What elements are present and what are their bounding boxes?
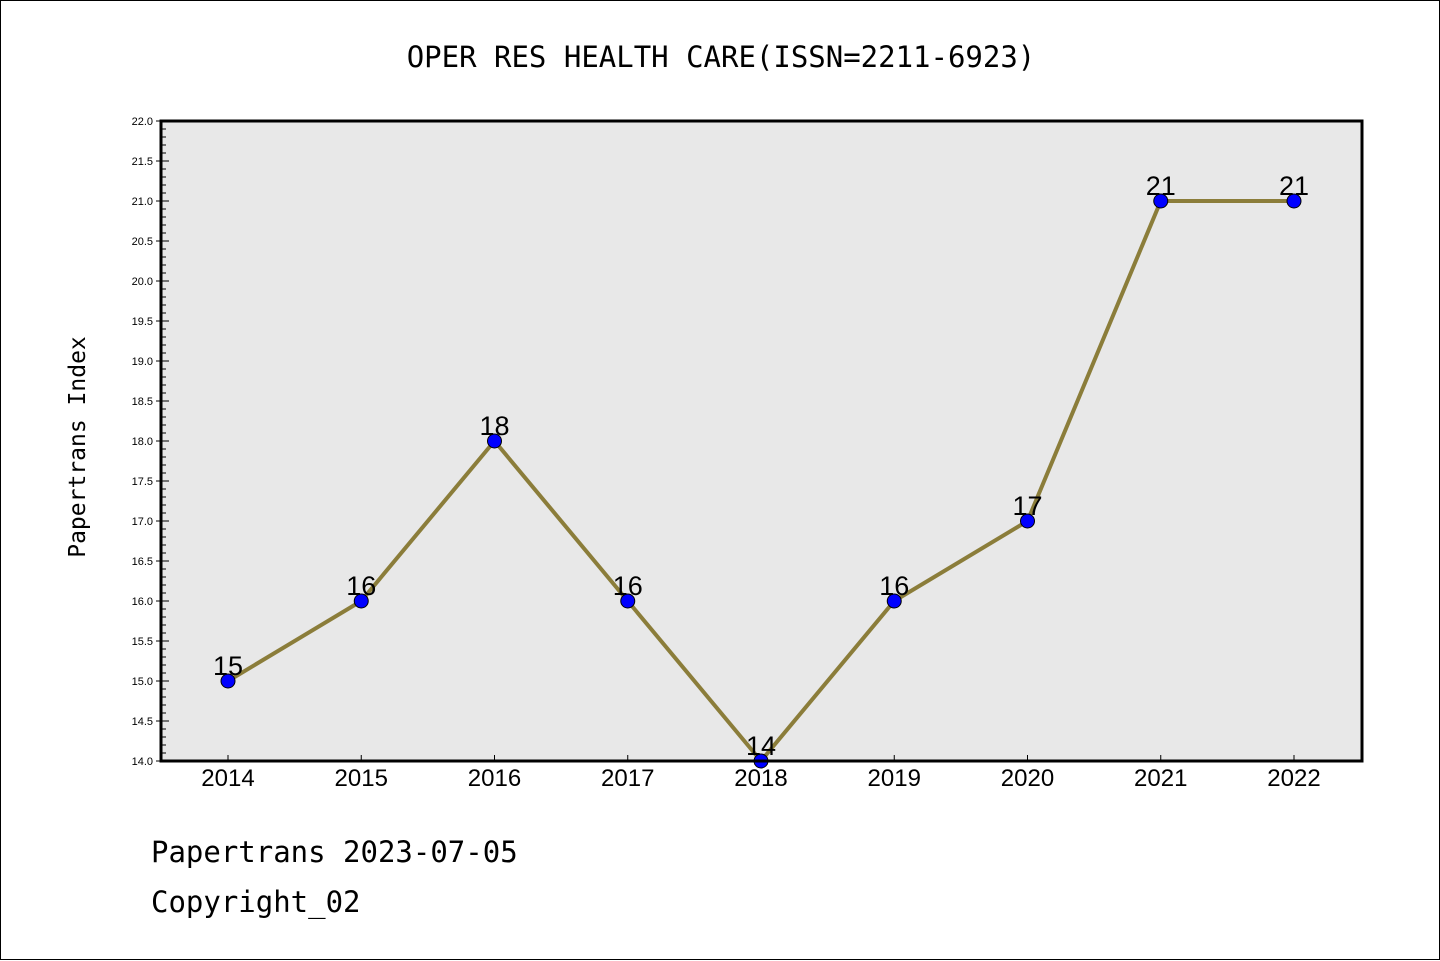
y-tick-label: 21.0 bbox=[132, 196, 153, 208]
y-tick-label: 19.5 bbox=[132, 316, 153, 328]
y-tick-label: 15.0 bbox=[132, 676, 153, 688]
data-label: 17 bbox=[1012, 491, 1042, 521]
x-tick-label: 2018 bbox=[734, 765, 787, 792]
data-point bbox=[886, 593, 902, 609]
y-tick-label: 22.0 bbox=[132, 116, 153, 128]
x-tick-label: 2015 bbox=[335, 765, 388, 792]
data-point bbox=[1286, 193, 1302, 209]
data-label: 16 bbox=[346, 571, 376, 601]
data-point bbox=[620, 593, 636, 609]
y-tick-label: 14.5 bbox=[132, 716, 153, 728]
y-tick-label: 17.5 bbox=[132, 476, 153, 488]
footer-copyright: Copyright_02 bbox=[151, 885, 361, 919]
y-tick-label: 16.5 bbox=[132, 556, 153, 568]
x-tick-label: 2022 bbox=[1267, 765, 1320, 792]
data-point bbox=[487, 433, 502, 449]
x-axis-ticks: 2014 2015 2016 2017 2018 2019 2020 2021 2022 bbox=[201, 755, 1321, 792]
data-label: 21 bbox=[1279, 171, 1309, 201]
y-tick-label: 20.5 bbox=[132, 236, 153, 248]
data-point bbox=[353, 593, 369, 609]
y-axis-ticks: 14.0 14.5 15.0 15.5 16.0 16.5 17.0 17.5 18.0 18.5… bbox=[132, 116, 169, 768]
footer-date: Papertrans 2023-07-05 bbox=[151, 835, 518, 869]
data-label: 21 bbox=[1146, 171, 1176, 201]
data-label: 15 bbox=[213, 651, 243, 681]
data-point bbox=[1153, 193, 1169, 209]
plot-area bbox=[161, 121, 1362, 761]
data-label: 14 bbox=[746, 731, 776, 761]
x-tick-label: 2017 bbox=[601, 765, 654, 792]
y-tick-label: 16.0 bbox=[132, 596, 153, 608]
y-tick-label: 18.5 bbox=[132, 396, 153, 408]
y-tick-label: 15.5 bbox=[132, 636, 153, 648]
y-tick-label: 14.0 bbox=[132, 756, 153, 768]
x-tick-label: 2020 bbox=[1001, 765, 1054, 792]
plot-border bbox=[159, 119, 1364, 763]
data-label: 18 bbox=[479, 411, 509, 441]
data-label: 16 bbox=[613, 571, 643, 601]
y-tick-label: 20.0 bbox=[132, 276, 153, 288]
x-tick-label: 2021 bbox=[1134, 765, 1187, 792]
y-tick-label: 19.0 bbox=[132, 356, 153, 368]
data-point bbox=[220, 673, 236, 689]
y-tick-label: 18.0 bbox=[132, 436, 153, 448]
y-tick-label: 17.0 bbox=[132, 516, 153, 528]
x-tick-label: 2014 bbox=[201, 765, 254, 792]
y-tick-label: 21.5 bbox=[132, 156, 153, 168]
chart-title: OPER RES HEALTH CARE(ISSN=2211-6923) bbox=[407, 40, 1036, 74]
data-point bbox=[1020, 513, 1035, 529]
y-axis-label: Papertrans Index bbox=[65, 336, 91, 558]
data-label: 16 bbox=[879, 571, 909, 601]
x-tick-label: 2016 bbox=[468, 765, 521, 792]
x-tick-label: 2019 bbox=[868, 765, 921, 792]
